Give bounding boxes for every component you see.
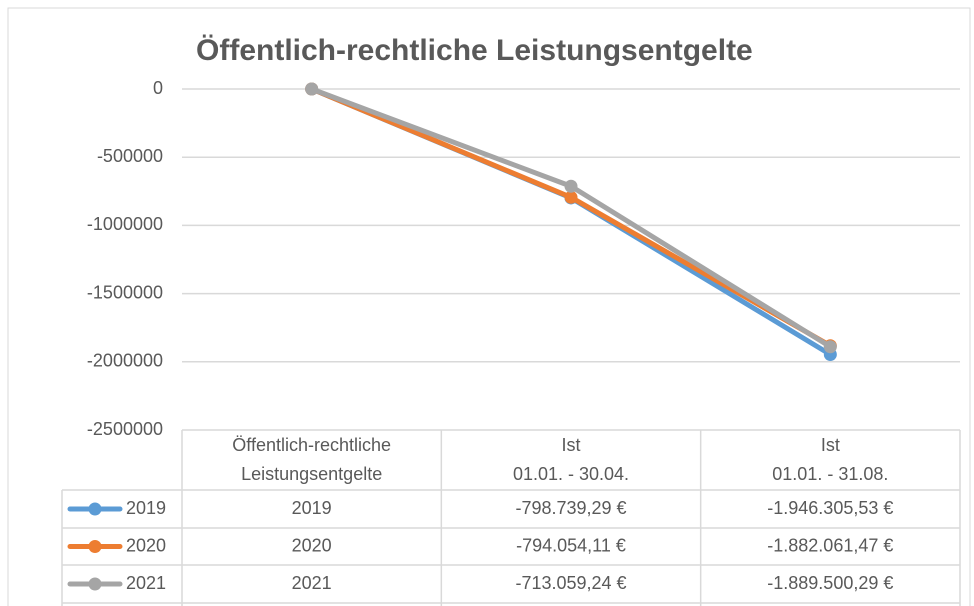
value-label: -798.739,29 € — [515, 498, 626, 518]
y-tick-label: -2000000 — [87, 351, 163, 371]
y-tick-label: -500000 — [97, 146, 163, 166]
table-cell: 2020 — [292, 535, 332, 555]
legend-key — [88, 540, 102, 553]
marker — [823, 340, 837, 354]
legend-key — [88, 502, 102, 516]
marker — [564, 190, 578, 204]
y-tick-label: 0 — [153, 78, 163, 98]
value-label: -713.059,24 € — [515, 573, 626, 593]
marker — [305, 82, 319, 96]
y-tick-label: -1500000 — [87, 282, 163, 302]
y-tick-label: -2500000 — [87, 419, 163, 439]
line — [309, 86, 833, 357]
value-label: -1.882.061,47 € — [767, 535, 893, 555]
table-cell: 2021 — [292, 573, 332, 593]
legend-key — [88, 577, 102, 591]
marker — [564, 179, 578, 193]
value-label: -1.889.500,29 € — [767, 573, 893, 593]
chart-border — [7, 7, 971, 606]
value-label: -794.054,11 € — [516, 535, 626, 555]
x-tick-label: 01.01. - 31.08. — [772, 464, 888, 484]
value-label: -1.946.305,53 € — [767, 498, 893, 518]
x-tick-label: Öffentlich-rechtliche — [232, 435, 391, 455]
x-tick-label: Leistungsentgelte — [241, 464, 382, 484]
table-cell: 2019 — [292, 498, 332, 518]
y-tick-label: -1000000 — [87, 214, 163, 234]
x-tick-label: 01.01. - 30.04. — [513, 464, 629, 484]
x-tick-label: Ist — [561, 435, 580, 455]
legend-label: 2020 — [126, 535, 166, 555]
legend-label: 2021 — [126, 573, 166, 593]
legend-label: 2019 — [126, 498, 166, 518]
x-tick-label: Ist — [821, 435, 840, 455]
chart-title: Öffentlich-rechtliche Leistungsentgelte — [196, 34, 753, 67]
